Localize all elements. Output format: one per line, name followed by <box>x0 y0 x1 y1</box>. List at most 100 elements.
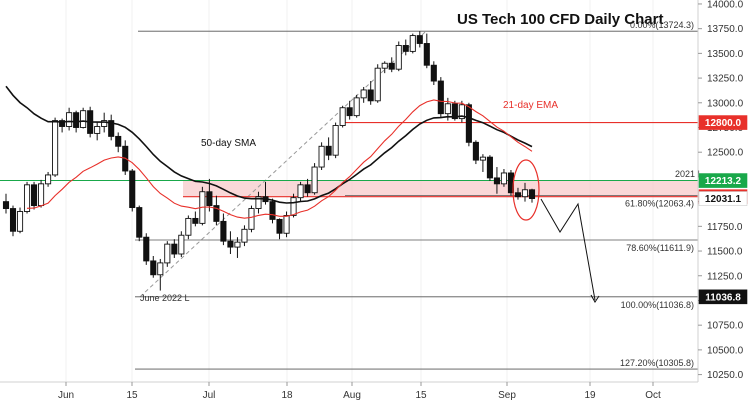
y-tick-label: 11750.0 <box>707 222 743 233</box>
candle-down <box>220 220 227 242</box>
price-badge <box>698 115 748 130</box>
x-axis: Jun 15 Jul 18 Aug 15 Sep 19 Oct <box>58 382 661 401</box>
ema-21-line <box>26 99 533 219</box>
candle-down <box>430 64 437 82</box>
price-badge-label: 11036.8 <box>705 292 741 303</box>
june-low-label: June 2022 L <box>140 293 190 303</box>
candle-down <box>423 43 430 66</box>
projection-path <box>540 198 596 301</box>
chart-title: US Tech 100 CFD Daily Chart <box>457 11 663 28</box>
ema-label: 21-day EMA <box>503 100 558 111</box>
candle-up <box>66 112 73 127</box>
candle-up <box>94 126 101 134</box>
candle-down <box>451 103 458 120</box>
y-tick-label: 10250.0 <box>707 370 744 381</box>
candle-up <box>479 156 486 161</box>
candle-up <box>255 196 262 209</box>
candle-down <box>528 189 536 200</box>
y-tick-label: 12500.0 <box>707 148 744 159</box>
y-tick-label: 13500.0 <box>707 49 744 60</box>
x-tick-label: Jul <box>203 390 216 401</box>
candle-down <box>388 62 395 70</box>
x-tick-label: Aug <box>343 390 361 401</box>
candle-up <box>500 172 507 185</box>
candle-up <box>234 241 241 248</box>
candle-up <box>409 35 416 52</box>
candle-up <box>164 243 171 264</box>
candle-up <box>80 110 87 128</box>
candle-up <box>178 234 185 255</box>
highlight-circle <box>512 159 540 221</box>
candle-down <box>150 260 157 276</box>
candle-down <box>346 107 353 117</box>
y-tick-label: 13000.0 <box>707 98 744 109</box>
candle-down <box>143 236 150 262</box>
candle-down <box>59 120 66 127</box>
candle-down <box>472 141 479 161</box>
candle-up <box>16 211 24 232</box>
candle-down <box>171 243 178 255</box>
candle-down <box>465 104 472 143</box>
candle-down <box>206 191 213 207</box>
candle-down <box>213 205 220 222</box>
price-badge-label: 12213.2 <box>705 176 742 187</box>
candle-up <box>395 45 402 70</box>
candle-up <box>339 107 346 126</box>
candle-up <box>185 217 192 236</box>
candlesticks <box>2 31 536 291</box>
candle-up <box>23 184 31 212</box>
candle-down <box>486 156 493 179</box>
candle-down <box>269 201 276 220</box>
price-badge-label: 12800.0 <box>705 118 742 129</box>
fibonacci-labels: 0.00%(13724.3) 61.80%(12063.4) 78.60%(1161… <box>620 20 694 368</box>
sma-50-line <box>5 85 533 204</box>
candle-down <box>325 145 332 156</box>
candle-down <box>304 184 311 194</box>
x-tick-label: 18 <box>281 390 293 401</box>
candle-up <box>360 89 367 99</box>
fib-level-label: 61.80%(12063.4) <box>625 198 694 208</box>
candle-down <box>402 45 409 52</box>
candle-up <box>248 208 255 230</box>
x-tick-label: Jun <box>58 390 74 401</box>
candle-up <box>241 228 248 243</box>
fib-level-label: 127.20%(10305.8) <box>620 358 694 368</box>
candle-up <box>297 184 304 199</box>
candle-down <box>115 135 122 147</box>
y-tick-label: 10750.0 <box>707 321 744 332</box>
candle-down <box>192 217 199 224</box>
candle-up <box>353 97 360 117</box>
candle-up <box>332 125 339 156</box>
x-tick-label: Sep <box>498 390 516 401</box>
candle-down <box>2 201 10 209</box>
candle-down <box>9 208 17 232</box>
candle-down <box>416 35 423 44</box>
fib-level-label: 100.00%(11036.8) <box>621 300 694 310</box>
candle-up <box>374 67 381 102</box>
sma-label: 50-day SMA <box>201 138 256 149</box>
x-tick-label: 15 <box>415 390 427 401</box>
candle-down <box>514 192 522 198</box>
x-tick-label: 19 <box>584 390 596 401</box>
candle-up <box>101 120 108 127</box>
candle-down <box>108 120 115 137</box>
candle-up <box>521 189 529 198</box>
x-tick-label: Oct <box>645 390 661 401</box>
candle-up <box>458 104 465 120</box>
candle-down <box>276 218 283 234</box>
y-tick-label: 13750.0 <box>707 24 744 35</box>
candle-down <box>437 80 444 115</box>
y-tick-label: 11250.0 <box>707 271 743 282</box>
y-tick-label: 10500.0 <box>707 345 744 356</box>
price-badge <box>698 173 748 188</box>
candle-up <box>318 145 325 168</box>
candle-down <box>367 89 374 102</box>
candle-down <box>73 112 80 128</box>
x-tick-label: 15 <box>126 390 138 401</box>
candle-down <box>31 184 38 207</box>
green-line-label: 2021 L <box>675 169 703 179</box>
price-badge <box>698 289 748 305</box>
y-tick-label: 14000.0 <box>707 0 744 10</box>
